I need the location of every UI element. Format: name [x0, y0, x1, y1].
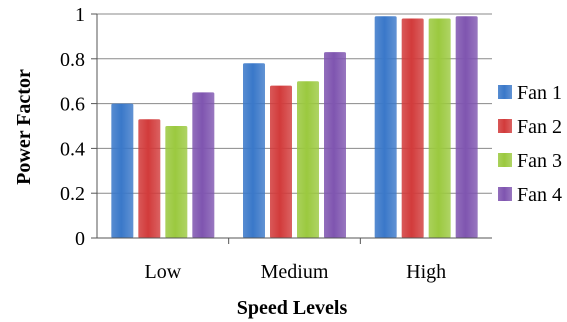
y-tick-label: 1 — [75, 4, 85, 26]
bar-fan-4-medium — [324, 52, 346, 238]
legend-label: Fan 4 — [517, 184, 562, 206]
legend-label: Fan 1 — [517, 82, 562, 104]
legend: Fan 1 Fan 2 Fan 3 Fan 4 — [498, 82, 562, 206]
y-axis-title: Power Factor — [13, 69, 35, 185]
legend-label: Fan 2 — [517, 116, 562, 138]
y-tick-label: 0.6 — [60, 94, 85, 116]
bar-fan-4-low — [192, 92, 215, 239]
legend-swatch — [498, 153, 512, 167]
bar-fan-2-high — [401, 18, 424, 239]
legend-swatch — [498, 85, 512, 99]
y-tick-label: 0.2 — [60, 183, 85, 205]
bar-fan-3-medium — [297, 81, 319, 238]
y-tick-label: 0 — [75, 228, 85, 250]
grid-lines — [91, 13, 492, 239]
tick-labels: 0 0.2 0.4 0.6 0.8 1 Low Medium High — [60, 4, 446, 283]
bar-fan-2-medium — [270, 85, 292, 239]
bar-fan-2-low — [138, 119, 161, 238]
legend-swatch — [498, 187, 512, 201]
bar-fan-3-high — [428, 18, 451, 239]
axes — [96, 14, 492, 244]
legend-swatch — [498, 119, 512, 133]
x-axis-title: Speed Levels — [237, 297, 348, 319]
x-tick-label: Low — [144, 261, 181, 283]
bar-fan-3-low — [165, 126, 188, 238]
x-tick-label: High — [406, 261, 446, 283]
legend-label: Fan 3 — [517, 150, 562, 172]
y-tick-label: 0.8 — [60, 49, 85, 71]
bar-fan-1-low — [111, 103, 134, 238]
bar-fan-1-medium — [243, 63, 265, 238]
bars — [111, 16, 478, 239]
bar-fan-4-high — [455, 16, 478, 238]
y-tick-label: 0.4 — [60, 138, 85, 160]
x-tick-label: Medium — [261, 261, 329, 283]
bar-fan-1-high — [374, 16, 397, 238]
